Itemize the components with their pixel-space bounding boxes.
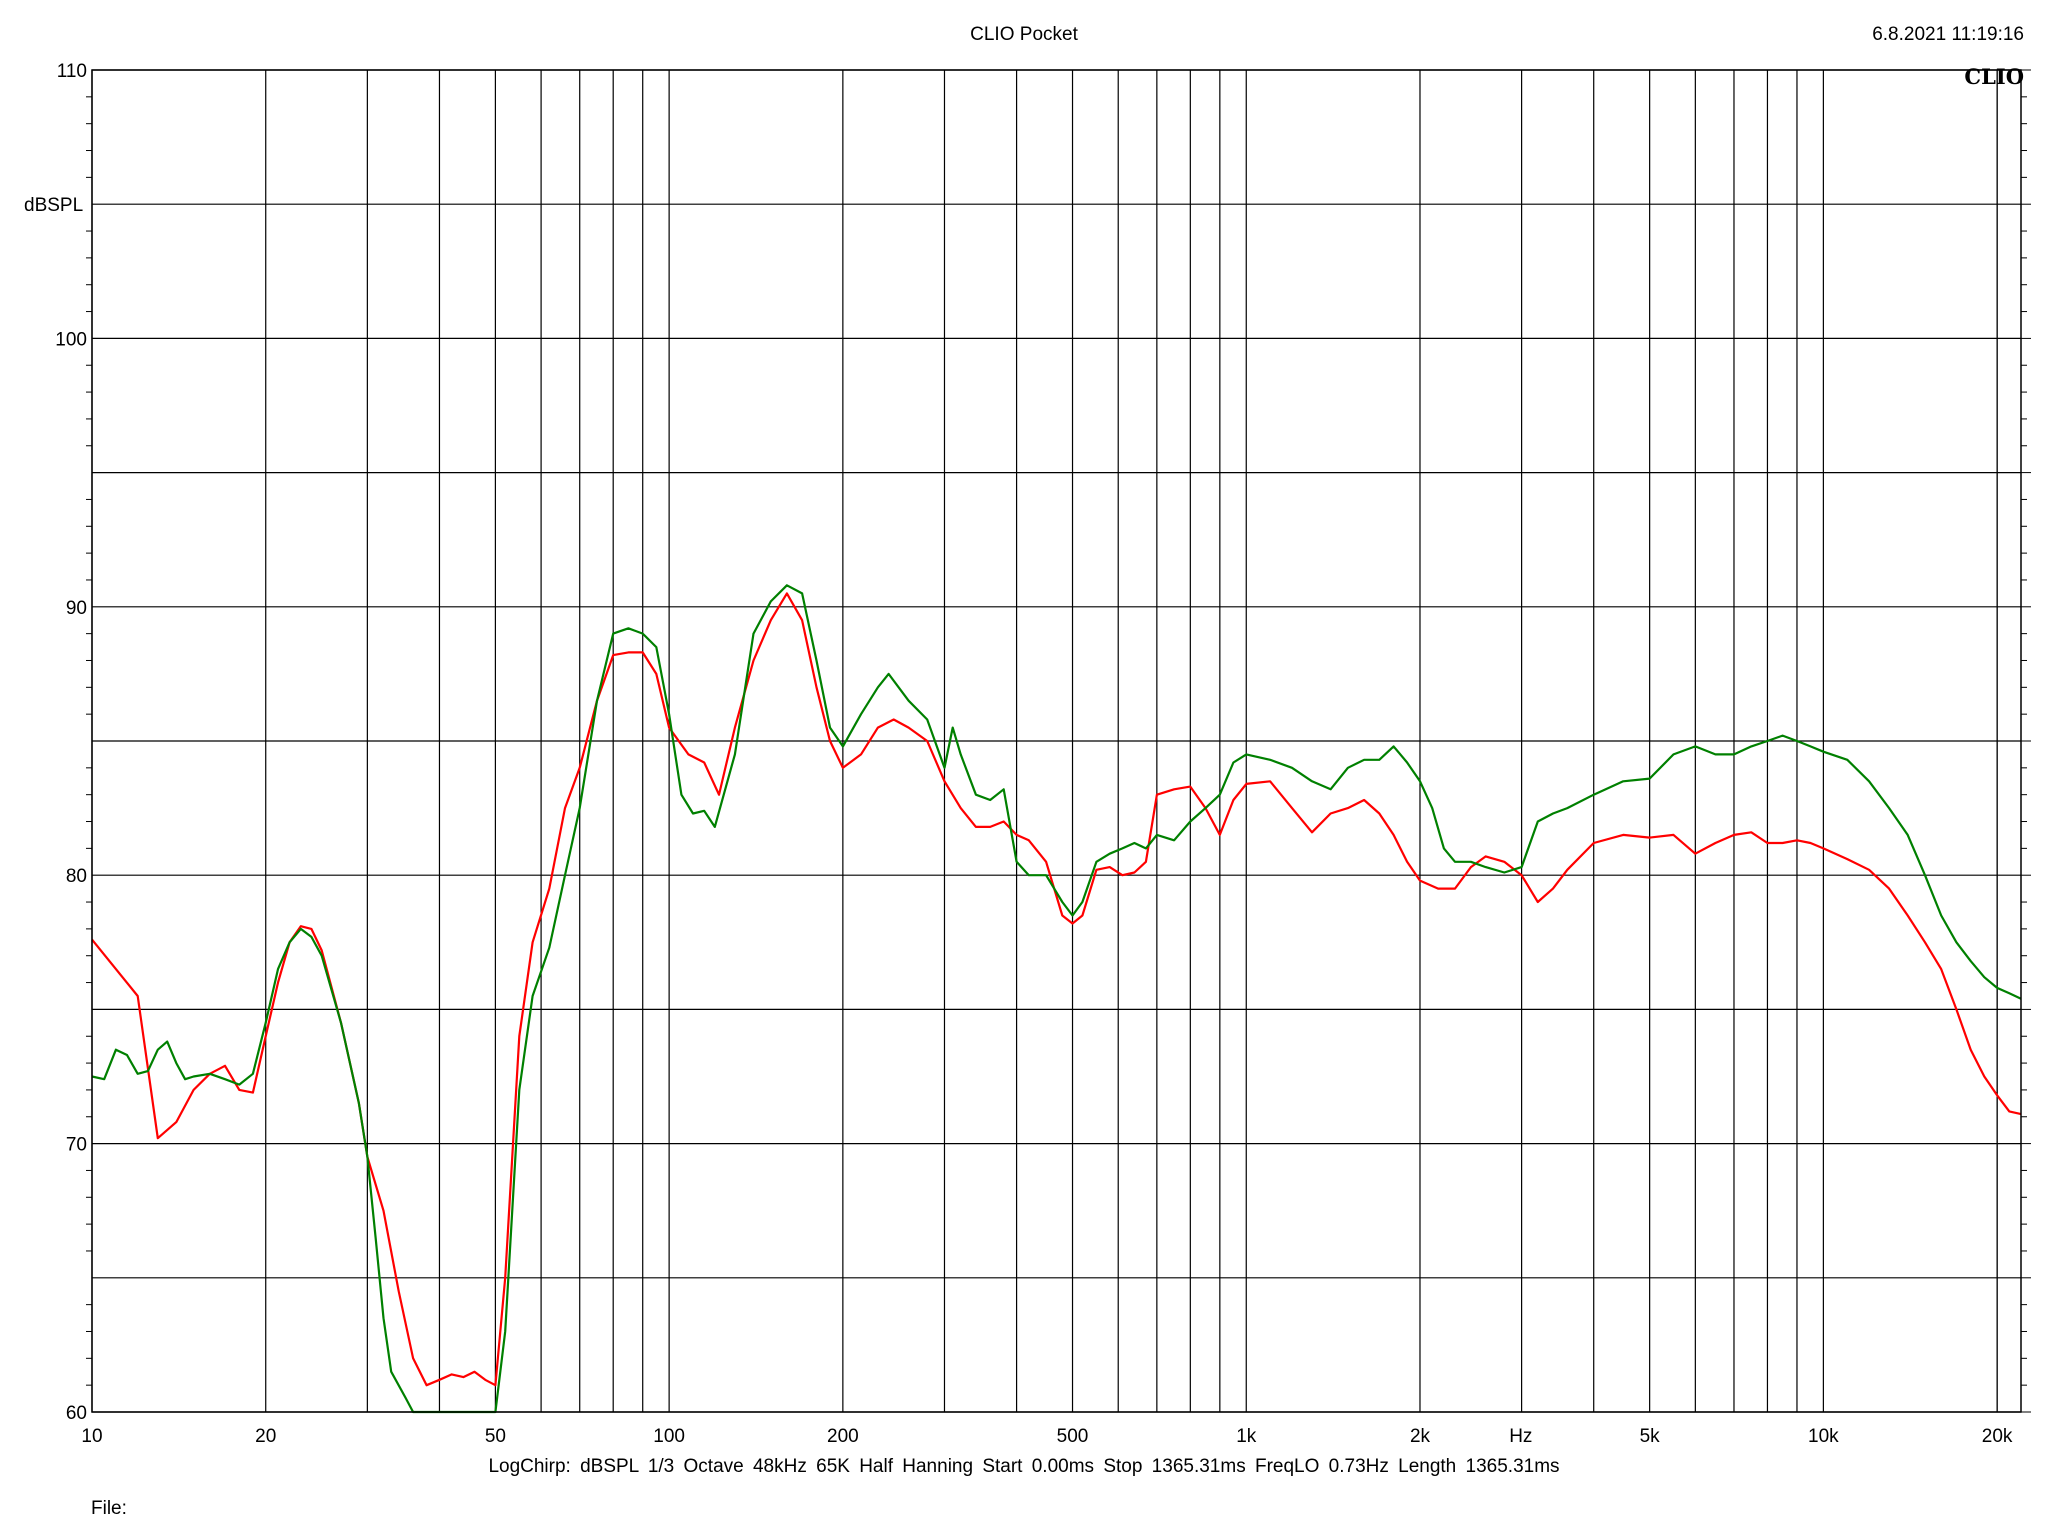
x-tick-label: 100 [653, 1426, 685, 1447]
file-label: File: [91, 1498, 127, 1519]
axes: 60 70 80 90 100 110 dBSPL 10 20 50 100 200 500 1k 2k 5k… [24, 61, 2031, 1447]
x-tick-label: 2k [1410, 1426, 1431, 1447]
timestamp: 6.8.2021 11:19:16 [1872, 24, 2024, 45]
y-tick-label: 90 [66, 598, 87, 619]
y-tick-label: 70 [66, 1135, 87, 1156]
x-tick-label: 20 [255, 1426, 276, 1447]
x-tick-label: 200 [827, 1426, 859, 1447]
chart-title: CLIO Pocket [970, 24, 1078, 45]
green-response-line [91, 584, 2022, 1414]
x-tick-label: 50 [485, 1426, 506, 1447]
clio-logo: CLIO [1964, 64, 2024, 89]
y-tick-label: 110 [57, 61, 87, 82]
x-axis-label: Hz [1509, 1426, 1532, 1447]
x-tick-label: 10k [1808, 1426, 1839, 1447]
x-tick-label: 5k [1640, 1426, 1661, 1447]
y-tick-label: 60 [66, 1403, 87, 1424]
x-tick-label: 10 [81, 1426, 102, 1447]
x-tick-label: 1k [1236, 1426, 1257, 1447]
red-response-line [91, 592, 2022, 1387]
y-tick-label: 100 [55, 329, 87, 350]
x-tick-label: 20k [1982, 1426, 2013, 1447]
measurement-settings: LogChirp: dBSPL 1/3 Octave 48kHz 65K Hal… [488, 1456, 1560, 1477]
series-layer [91, 584, 2022, 1414]
y-axis-label: dBSPL [24, 195, 83, 216]
x-tick-label: 500 [1057, 1426, 1089, 1447]
y-tick-label: 80 [66, 866, 87, 887]
grid [91, 69, 2021, 1413]
